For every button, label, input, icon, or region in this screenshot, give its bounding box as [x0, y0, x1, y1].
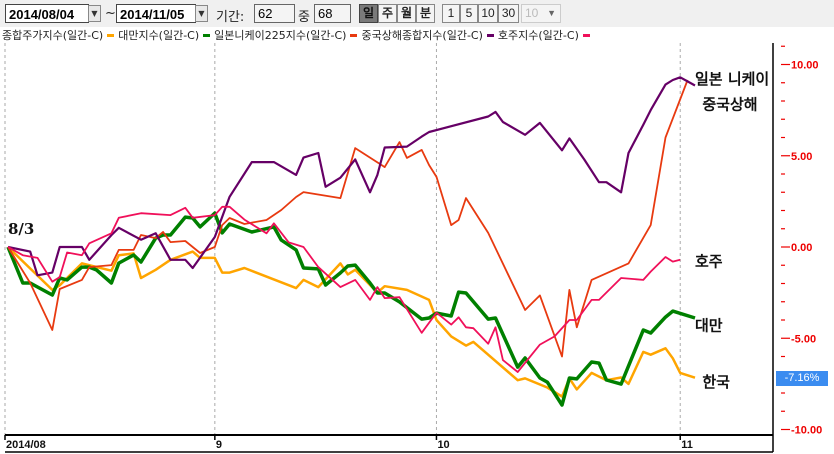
minute-30-button[interactable]: 30	[498, 4, 519, 23]
series-line-3	[7, 76, 696, 277]
chart-legend: 종합주가지수(일간-C) 대만지수(일간-C) 일본니케이225지수(일간-C)…	[2, 28, 594, 42]
chevron-down-icon: ▼	[198, 9, 205, 18]
legend-label-nikkei: 일본니케이225지수(일간-C)	[214, 29, 347, 42]
minute-1-button[interactable]: 1	[442, 4, 460, 23]
y-tick-label: -5.00	[791, 333, 816, 345]
of-label: 중	[298, 10, 310, 25]
x-tick-label: 2014/08	[6, 439, 46, 451]
chevron-down-icon: ▼	[91, 9, 98, 18]
total-input[interactable]: 68	[314, 4, 351, 23]
interval-minute-button[interactable]: 분	[416, 4, 435, 23]
chart-annotation: 한국	[702, 373, 730, 391]
chart-annotation: 대만	[695, 316, 723, 334]
legend-swatch-kospi	[107, 33, 115, 37]
minute-select[interactable]: 10 ▼	[521, 4, 561, 23]
chart-annotation: 8/3	[8, 220, 34, 238]
chevron-down-icon: ▼	[547, 8, 556, 18]
minute-5-button[interactable]: 5	[460, 4, 478, 23]
plot-area	[5, 43, 773, 435]
interval-month-button[interactable]: 월	[397, 4, 416, 23]
legend-label-kospi: 종합주가지수(일간-C)	[2, 29, 104, 42]
chart-annotation: 호주	[695, 253, 723, 271]
minute-10-button[interactable]: 10	[478, 4, 498, 23]
legend-label-shanghai: 중국상해종합지수(일간-C)	[361, 29, 483, 42]
x-tick-label: 11	[681, 439, 693, 451]
y-tick-label: 10.00	[791, 60, 819, 72]
legend-swatch-shanghai	[486, 33, 494, 37]
minute-select-value: 10	[525, 6, 539, 20]
series-line-4	[7, 205, 681, 373]
toolbar: 2014/08/04 ▼ ~ 2014/11/05 ▼ 기간: 62 중 68 …	[0, 0, 834, 27]
end-date-dropdown-button[interactable]: ▼	[195, 5, 208, 22]
legend-swatch-taiwan	[203, 33, 211, 37]
legend-swatch-australia	[582, 33, 590, 37]
series-line-1	[6, 211, 696, 407]
legend-label-taiwan: 대만지수(일간-C)	[118, 29, 200, 42]
current-value-badge: -7.16%	[776, 371, 828, 386]
x-tick-label: 10	[437, 439, 449, 451]
interval-week-button[interactable]: 주	[378, 4, 397, 23]
chart-annotation: 중국상해	[702, 96, 757, 114]
chart-annotation: 일본 니케이	[695, 70, 769, 88]
series-line-0	[7, 246, 696, 398]
legend-swatch-nikkei	[350, 33, 358, 37]
y-tick-label: 5.00	[791, 151, 812, 163]
y-tick-label: -10.00	[791, 425, 822, 437]
start-date-dropdown-button[interactable]: ▼	[88, 5, 101, 22]
interval-day-button[interactable]: 일	[359, 4, 378, 23]
date-range-separator: ~	[105, 6, 116, 21]
x-tick-label: 9	[216, 439, 222, 451]
y-tick-label: 0.00	[791, 242, 812, 254]
legend-label-australia: 호주지수(일간-C)	[497, 29, 579, 42]
period-label: 기간:	[216, 10, 245, 25]
period-input[interactable]: 62	[254, 4, 295, 23]
